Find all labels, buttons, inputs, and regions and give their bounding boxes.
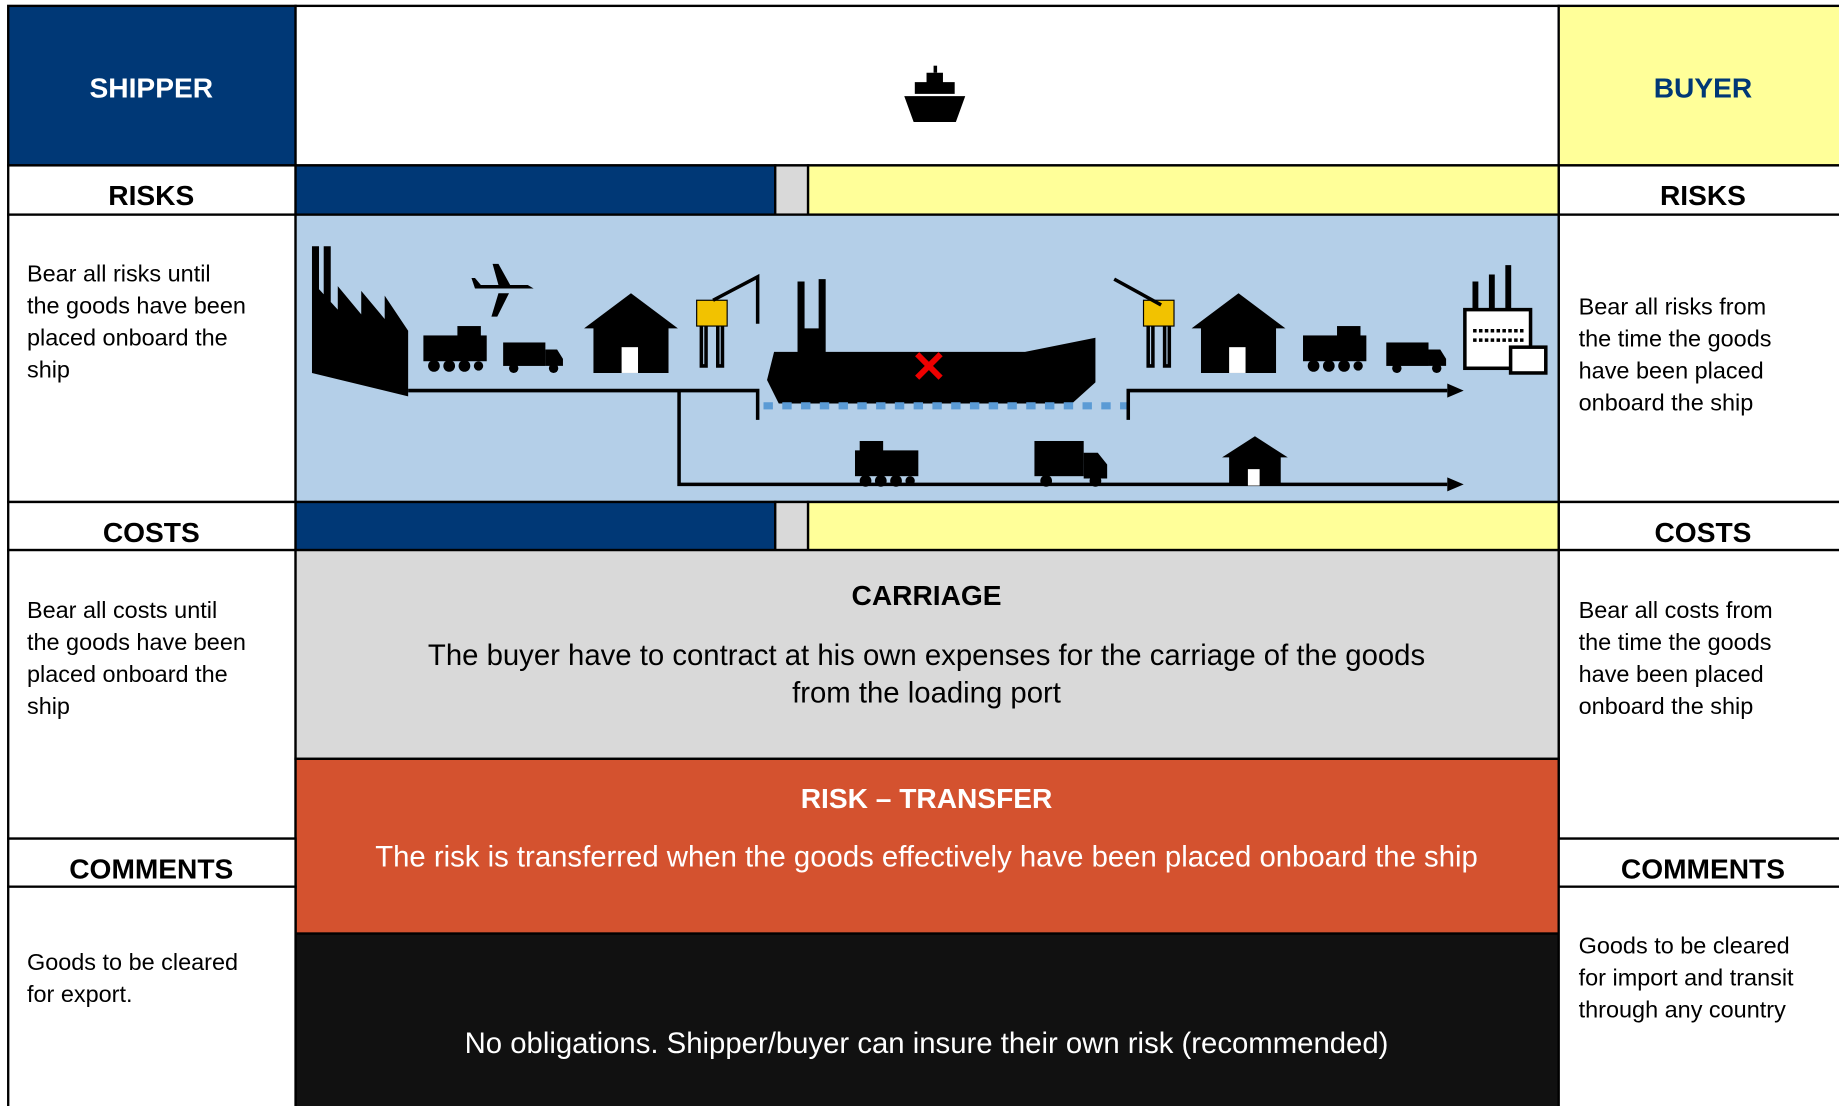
body-line: ship: [27, 357, 70, 383]
grid: [8, 6, 1839, 1106]
carriage-title: CARRIAGE: [852, 580, 1002, 611]
heading: COMMENTS: [1621, 853, 1785, 884]
buyer-title: BUYER: [1654, 72, 1752, 103]
body-line: onboard the ship: [1579, 389, 1754, 415]
body-line: the goods have been: [27, 629, 246, 655]
heading: RISKS: [1660, 180, 1746, 211]
carriage-text: The buyer have to contract at his own ex…: [428, 639, 1425, 672]
door: [622, 347, 638, 373]
page: SHIPPER BUYER RISKS RISKS COSTS COSTS CO…: [0, 0, 1839, 1106]
body-line: Bear all costs from: [1579, 597, 1773, 623]
body-line: Bear all costs until: [27, 597, 217, 623]
body-line: the time the goods: [1579, 629, 1772, 655]
body-line: for export.: [27, 981, 133, 1007]
carriage-text: from the loading port: [792, 677, 1061, 710]
body-line: the time the goods: [1579, 325, 1772, 351]
body-line: have been placed: [1579, 357, 1764, 383]
insurance-text: No obligations. Shipper/buyer can insure…: [465, 1027, 1389, 1060]
door: [1248, 469, 1260, 485]
body-line: the goods have been: [27, 293, 246, 319]
body-line: Bear all risks from: [1579, 293, 1767, 319]
body-line: for import and transit: [1579, 965, 1794, 991]
body-line: Goods to be cleared: [27, 949, 238, 975]
body-line: onboard the ship: [1579, 693, 1754, 719]
risk-transfer-text: The risk is transferred when the goods e…: [375, 841, 1478, 874]
body-line: placed onboard the: [27, 661, 228, 687]
heading: COMMENTS: [69, 853, 233, 884]
body-line: ship: [27, 693, 70, 719]
heading: COSTS: [103, 517, 200, 548]
heading: COSTS: [1655, 517, 1752, 548]
door: [1229, 347, 1245, 373]
risk-transfer-title: RISK – TRANSFER: [801, 783, 1053, 814]
body-line: have been placed: [1579, 661, 1764, 687]
shipper-title: SHIPPER: [90, 72, 213, 103]
heading: RISKS: [108, 180, 194, 211]
diagram: SHIPPER BUYER RISKS RISKS COSTS COSTS CO…: [0, 0, 1839, 1106]
body-line: placed onboard the: [27, 325, 228, 351]
body-line: Bear all risks until: [27, 260, 211, 286]
body-line: Goods to be cleared: [1579, 933, 1790, 959]
body-line: through any country: [1579, 997, 1786, 1023]
